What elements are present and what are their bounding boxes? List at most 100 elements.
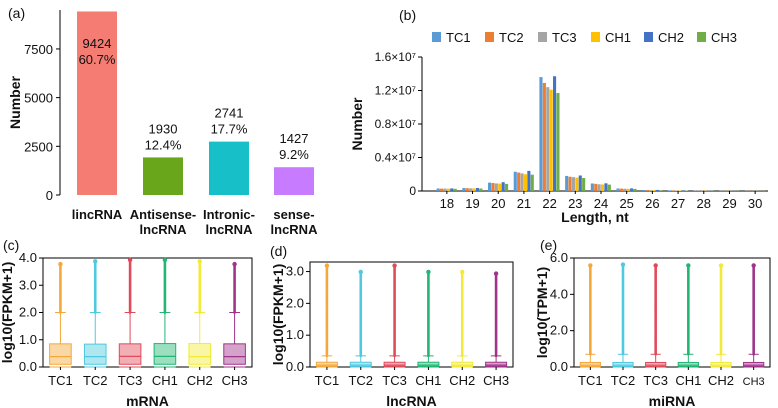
- max-outlier-CH1: [162, 257, 168, 263]
- x-tick-label: CH1: [415, 373, 441, 388]
- bar-TC1-24: [590, 183, 594, 191]
- x-axis-title: miRNA: [649, 393, 696, 408]
- bar-percent-label: 9.2%: [279, 147, 309, 162]
- bar-CH2-20: [501, 182, 505, 191]
- legend-label-TC3: TC3: [552, 30, 577, 45]
- plot-frame: [42, 257, 253, 368]
- bar-CH1-21: [523, 174, 528, 191]
- bar-TC3-20: [494, 183, 498, 191]
- y-tick-label: 0.0: [19, 359, 37, 374]
- y-tick-label: 2.0: [286, 295, 304, 310]
- panel-label: (c): [3, 237, 19, 253]
- bar-value-label: 2741: [215, 106, 244, 121]
- y-tick-label: 3.0: [19, 277, 37, 292]
- box-TC3: [118, 343, 142, 365]
- x-tick-label: 26: [645, 196, 659, 211]
- bar-TC2-25: [619, 188, 623, 191]
- bar-TC3-26: [648, 190, 653, 191]
- x-tick-label: 27: [671, 196, 685, 211]
- y-tick-label: 0.4×10⁷: [375, 151, 416, 165]
- bar-CH2-25: [630, 188, 634, 191]
- y-tick-label: 3.0: [286, 264, 304, 279]
- box-TC3: [383, 361, 406, 367]
- bar-CH3-18: [453, 188, 457, 191]
- max-outlier-TC2: [93, 259, 98, 264]
- bar-TC3-24: [597, 184, 601, 191]
- x-tick-label: 19: [465, 196, 479, 211]
- legend-swatch-TC1: [432, 32, 441, 42]
- max-outlier-CH2: [460, 269, 465, 275]
- y-tick-label: 1.2×10⁷: [375, 84, 416, 98]
- box-CH3: [485, 361, 508, 367]
- bar-percent-label: 12.4%: [145, 137, 182, 152]
- legend-label-CH2: CH2: [658, 30, 684, 45]
- max-outlier-CH3: [232, 261, 237, 267]
- y-tick-label: 0.8×10⁷: [375, 117, 416, 131]
- bar-TC2-21: [517, 172, 521, 191]
- bar-CH1-23: [575, 177, 579, 191]
- x-tick-label: Intronic-lncRNA: [203, 207, 255, 237]
- bar-TC1-25: [616, 188, 620, 191]
- panel-label: (e): [540, 237, 557, 253]
- x-tick-label: 18: [440, 196, 454, 211]
- y-tick-label: 0: [409, 184, 416, 198]
- y-tick-label: 4.0: [550, 286, 568, 301]
- bar-TC1-19: [462, 188, 466, 191]
- plot-frame: [573, 257, 771, 368]
- bar-TC3-18: [443, 188, 447, 191]
- x-tick-label: TC3: [118, 373, 143, 388]
- x-tick-label: 25: [619, 196, 633, 211]
- y-axis-title: log10(FPKM+1): [270, 264, 286, 366]
- bar-CH3-25: [633, 188, 637, 191]
- bar-TC3-21: [520, 173, 524, 191]
- bar-TC1-20: [488, 182, 492, 191]
- bar-TC1-22: [539, 77, 543, 191]
- box-TC2: [349, 361, 372, 367]
- x-tick-label: TC2: [611, 373, 636, 388]
- max-outlier-CH3: [751, 263, 756, 268]
- x-tick-label: TC1: [48, 373, 73, 388]
- x-tick-label: 24: [594, 196, 608, 211]
- y-tick-label: 0.0: [286, 359, 304, 374]
- box-TC1: [49, 343, 72, 365]
- bar-0: [77, 11, 117, 196]
- box-CH3: [743, 361, 765, 367]
- bar-TC1-21: [513, 171, 517, 191]
- x-tick-label: TC1: [578, 373, 603, 388]
- y-axis-title: log10(FPKM+1): [0, 262, 15, 364]
- y-tick-label: 0: [46, 188, 53, 203]
- legend-swatch-CH1: [591, 32, 600, 42]
- x-tick-label: Antisense-lncRNA: [130, 207, 196, 237]
- x-tick-label: CH2: [449, 373, 475, 388]
- x-axis-title: lncRNA: [386, 393, 437, 408]
- bar-CH1-25: [626, 188, 630, 191]
- bar-TC3-25: [623, 188, 627, 191]
- max-outlier-TC1: [588, 263, 593, 268]
- bar-TC2-27: [671, 190, 675, 191]
- x-tick-label: CH3: [743, 376, 765, 388]
- box-CH2: [451, 361, 474, 367]
- legend-swatch-TC3: [538, 32, 547, 42]
- bar-TC2-24: [594, 183, 598, 191]
- y-tick-label: 2.0: [550, 323, 568, 338]
- max-outlier-CH2: [197, 259, 202, 264]
- x-tick-label: 23: [568, 196, 582, 211]
- x-tick-label: 22: [542, 196, 556, 211]
- bar-TC3-19: [469, 188, 473, 191]
- max-outlier-CH1: [686, 263, 691, 268]
- bar-TC3-27: [674, 190, 678, 191]
- box-CH1: [417, 361, 440, 367]
- plot-frame: [309, 261, 514, 368]
- legend-label-CH3: CH3: [711, 30, 737, 45]
- bar-CH2-21: [527, 170, 531, 191]
- legend-swatch-CH2: [644, 32, 653, 42]
- legend-label-CH1: CH1: [605, 30, 631, 45]
- y-axis-title: Number: [7, 76, 23, 129]
- bar-CH2-18: [450, 188, 454, 191]
- bar-TC2-23: [568, 176, 572, 191]
- legend-swatch-CH3: [697, 32, 706, 42]
- bar-CH1-18: [446, 188, 450, 191]
- x-tick-label: 30: [748, 196, 762, 211]
